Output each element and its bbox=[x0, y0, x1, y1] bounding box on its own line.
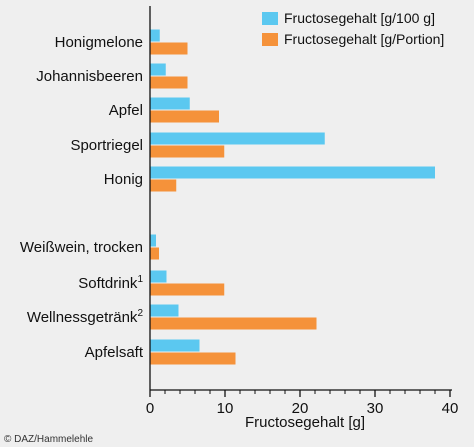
bar-per-100g-7 bbox=[150, 304, 179, 317]
legend-swatch-1 bbox=[262, 33, 278, 46]
bar-per-portion-7 bbox=[150, 317, 317, 330]
bar-per-100g-2 bbox=[150, 97, 190, 110]
x-axis-title: Fructosegehalt [g] bbox=[245, 414, 365, 431]
category-label-6: Softdrink1 bbox=[78, 274, 143, 292]
bar-per-portion-1 bbox=[150, 76, 188, 89]
bar-per-portion-0 bbox=[150, 42, 188, 55]
bar-per-100g-1 bbox=[150, 63, 166, 76]
category-label-7: Wellnessgetränk2 bbox=[27, 308, 144, 326]
bar-per-100g-4 bbox=[150, 166, 435, 179]
x-tick-label-40: 40 bbox=[442, 400, 459, 417]
category-label-1: Johannisbeeren bbox=[36, 68, 143, 85]
bar-per-100g-5 bbox=[150, 234, 156, 247]
category-label-8: Apfelsaft bbox=[85, 344, 144, 361]
credit-text: © DAZ/Hammelehle bbox=[4, 434, 93, 445]
x-tick-label-10: 10 bbox=[217, 400, 234, 417]
bar-per-portion-8 bbox=[150, 352, 236, 365]
bar-per-100g-0 bbox=[150, 29, 160, 42]
x-tick-label-0: 0 bbox=[146, 400, 154, 417]
legend-label-1: Fructosegehalt [g/Portion] bbox=[284, 31, 444, 47]
legend: Fructosegehalt [g/100 g] Fructosegehalt [… bbox=[262, 10, 444, 47]
bar-per-100g-6 bbox=[150, 270, 167, 283]
category-label-4: Honig bbox=[104, 171, 143, 188]
bar-per-100g-8 bbox=[150, 339, 200, 352]
category-label-0: Honigmelone bbox=[55, 34, 143, 51]
category-label-2: Apfel bbox=[109, 102, 143, 119]
x-tick-label-20: 20 bbox=[292, 400, 309, 417]
bar-per-portion-2 bbox=[150, 110, 219, 123]
category-label-5: Weißwein, trocken bbox=[20, 239, 143, 256]
bar-per-100g-3 bbox=[150, 132, 325, 145]
bar-per-portion-3 bbox=[150, 145, 225, 158]
legend-label-0: Fructosegehalt [g/100 g] bbox=[284, 10, 435, 26]
bar-per-portion-4 bbox=[150, 179, 177, 192]
category-label-3: Sportriegel bbox=[70, 137, 143, 154]
category-labels: Honigmelone Johannisbeeren Apfel Sportriege… bbox=[20, 34, 144, 361]
x-tick-label-30: 30 bbox=[367, 400, 384, 417]
x-ticks: 0 10 20 30 40 bbox=[146, 390, 459, 417]
bar-per-portion-5 bbox=[150, 247, 159, 260]
legend-swatch-0 bbox=[262, 12, 278, 25]
bar-per-portion-6 bbox=[150, 283, 225, 296]
bars-group bbox=[150, 29, 435, 365]
